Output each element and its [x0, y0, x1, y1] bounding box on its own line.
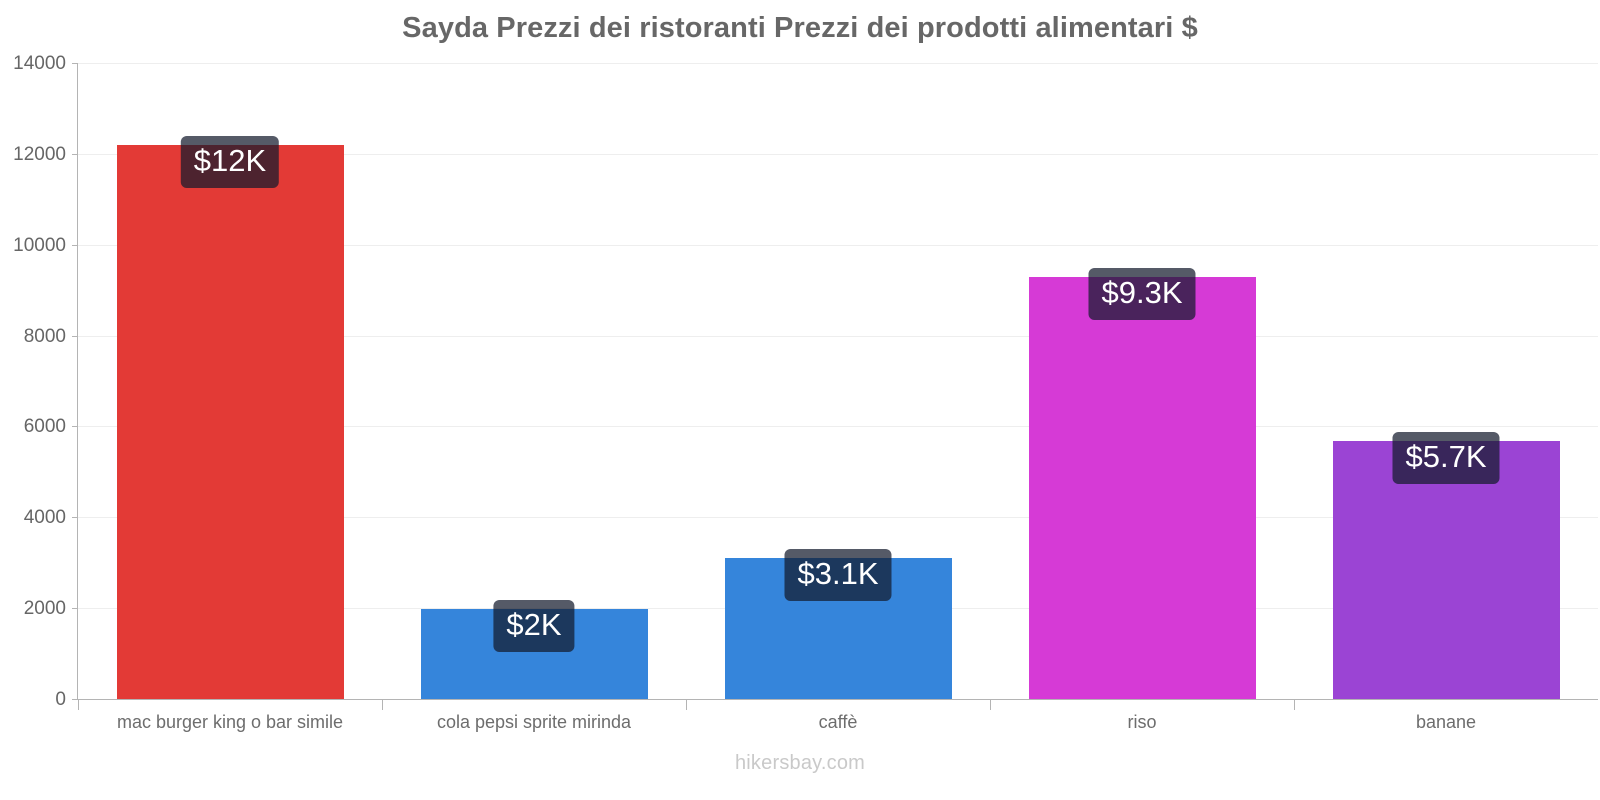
- x-axis-line: [78, 699, 1598, 700]
- gridline: [78, 335, 1598, 337]
- bar-value-label: $3.1K: [784, 548, 892, 601]
- x-axis-tick-mark: [686, 700, 687, 710]
- chart-title: Sayda Prezzi dei ristoranti Prezzi dei p…: [402, 12, 1198, 44]
- x-axis-tick-mark: [990, 700, 991, 710]
- bar-value-label: $12K: [180, 135, 280, 188]
- y-axis-tick-mark: [72, 63, 78, 64]
- y-axis-tick-mark: [72, 153, 78, 155]
- y-axis-tick-label: 6000: [23, 416, 66, 438]
- y-axis-tick-label: 2000: [23, 598, 66, 620]
- gridline: [78, 63, 1598, 64]
- y-axis-tick-label: 10000: [13, 234, 66, 256]
- gridline: [78, 517, 1598, 519]
- gridline: [78, 426, 1598, 428]
- x-axis-tick-label: mac burger king o bar simile: [116, 712, 344, 732]
- bar-value-label: $2K: [493, 599, 575, 652]
- y-axis-tick-label: 8000: [23, 325, 66, 347]
- plot-area: $12K $2K $3.1K $9.3K $5.7K: [78, 63, 1598, 699]
- bar[interactable]: [1028, 276, 1256, 699]
- gridline: [78, 244, 1598, 246]
- bar[interactable]: [116, 144, 344, 699]
- y-axis-tick-label: 0: [55, 689, 66, 710]
- y-axis-tick-mark: [72, 244, 78, 246]
- x-axis-tick-mark: [78, 700, 79, 710]
- bar-value-label: $9.3K: [1088, 267, 1196, 320]
- x-axis-tick-mark: [382, 700, 383, 710]
- y-axis-tick-mark: [72, 426, 78, 428]
- y-axis-tick-label: 14000: [13, 53, 66, 74]
- y-axis-tick-mark: [72, 335, 78, 337]
- x-axis-tick-label: banane: [1415, 712, 1477, 732]
- y-axis-tick-mark: [72, 699, 78, 700]
- y-axis-tick-mark: [72, 608, 78, 610]
- y-axis-tick-mark: [72, 517, 78, 519]
- x-axis-tick-label: caffè: [818, 712, 858, 732]
- gridline: [78, 153, 1598, 155]
- y-axis-line: [77, 63, 78, 700]
- x-axis-tick-mark: [1294, 700, 1295, 710]
- x-axis-tick-label: cola pepsi sprite mirinda: [436, 712, 632, 732]
- bar-value-label: $5.7K: [1392, 432, 1500, 485]
- y-axis-tick-label: 4000: [23, 507, 66, 529]
- footer-credit: hikersbay.com: [734, 752, 866, 774]
- y-axis-tick-label: 12000: [13, 143, 66, 165]
- x-axis-tick-label: riso: [1127, 712, 1157, 732]
